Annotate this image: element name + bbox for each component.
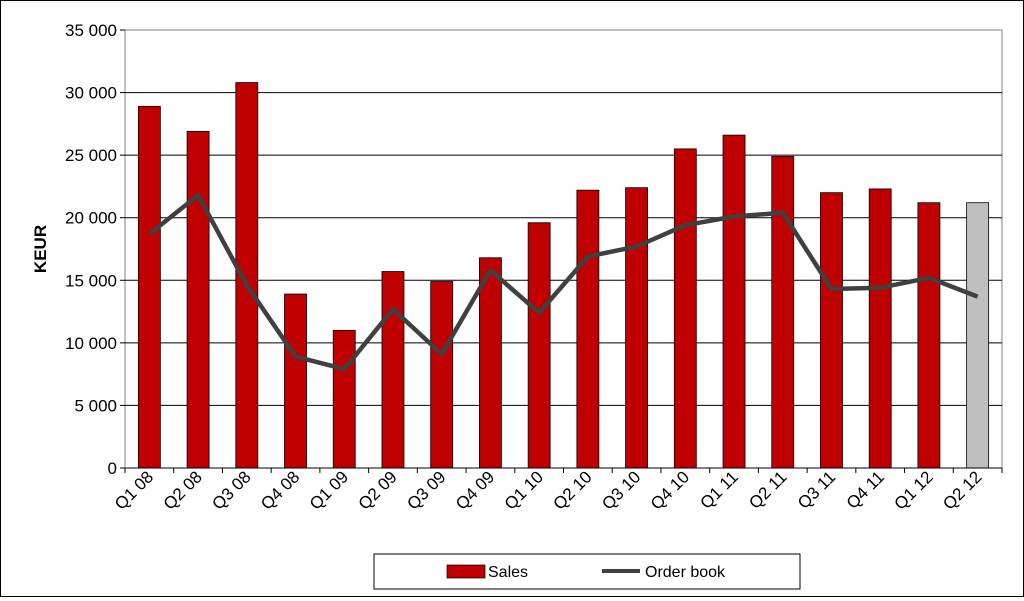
bar-sales	[966, 202, 990, 469]
bar-sales	[625, 187, 648, 469]
x-tick-label: Q4 11	[843, 467, 888, 512]
x-tick-label: Q2 10	[550, 467, 596, 513]
legend: Sales Order book	[373, 553, 801, 590]
y-tick-label: 15 000	[65, 271, 117, 290]
bar-sales	[820, 192, 843, 469]
bar-sales	[284, 293, 307, 469]
legend-label-sales: Sales	[488, 564, 528, 581]
y-tick-label: 0	[108, 459, 117, 478]
y-axis-label: KEUR	[31, 225, 50, 273]
x-tick-label: Q1 11	[697, 467, 742, 512]
y-tick-label: 10 000	[65, 334, 117, 353]
bar-sales	[527, 222, 551, 469]
bar-sales	[332, 329, 356, 469]
bar-sales	[381, 271, 405, 469]
y-tick-label: 25 000	[65, 146, 117, 165]
bar-sales	[137, 105, 161, 469]
y-tick-label: 30 000	[65, 84, 117, 103]
x-tick-label: Q4 09	[452, 467, 498, 513]
line-order-book	[147, 192, 979, 372]
x-tick-label: Q2 08	[160, 467, 206, 513]
x-tick-label: Q1 09	[306, 467, 352, 513]
legend-box	[373, 553, 801, 590]
bar-sales	[479, 257, 502, 469]
x-tick-label: Q2 09	[355, 467, 401, 513]
x-tick-label: Q2 11	[745, 467, 790, 512]
bar-sales	[186, 130, 210, 469]
x-tick-label: Q1 10	[501, 467, 547, 513]
bar-sales	[917, 202, 941, 469]
x-tick-label: Q1 08	[111, 467, 157, 513]
x-tick-label: Q4 10	[647, 467, 693, 513]
plot-area	[124, 29, 1003, 469]
bar-sales	[673, 148, 697, 469]
x-tick-label: Q3 09	[403, 467, 449, 513]
bar-sales	[868, 188, 892, 469]
x-tick-label: Q1 12	[891, 467, 937, 513]
x-tick-label: Q3 08	[208, 467, 254, 513]
legend-label-order-book: Order book	[645, 564, 726, 581]
bar-sales	[771, 155, 795, 469]
y-tick-label: 20 000	[65, 209, 117, 228]
y-tick-label: 35 000	[65, 21, 117, 40]
bar-sales	[722, 134, 746, 469]
bar-sales	[576, 189, 600, 469]
y-tick-label: 5 000	[74, 396, 117, 415]
x-tick-label: Q4 08	[257, 467, 303, 513]
bar-sales	[430, 281, 454, 469]
x-tick-label: Q3 10	[598, 467, 644, 513]
x-tick-label: Q3 11	[794, 467, 839, 512]
legend-swatch-sales	[446, 564, 486, 579]
x-tick-label: Q2 12	[939, 467, 985, 513]
